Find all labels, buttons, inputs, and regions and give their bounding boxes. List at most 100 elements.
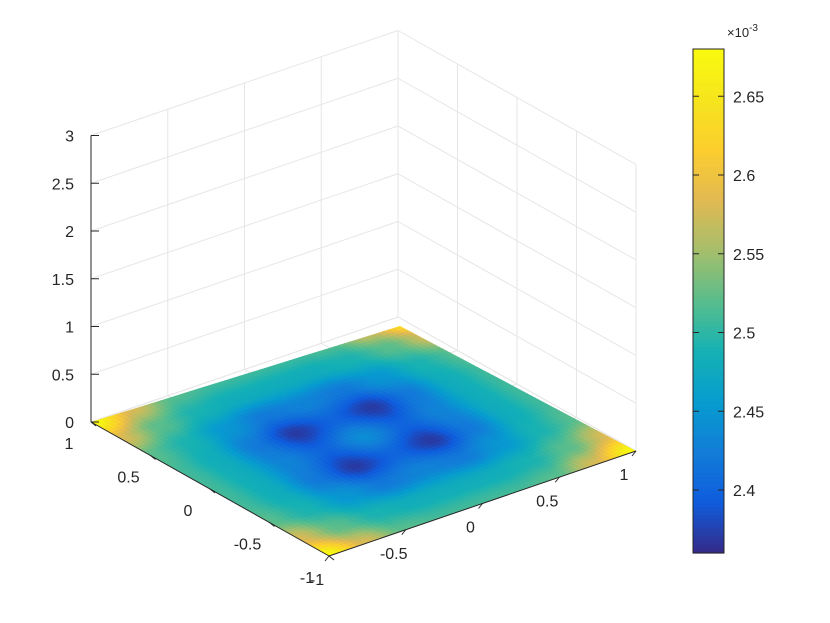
surface-patch xyxy=(353,333,364,338)
colorbar-swatch xyxy=(693,393,724,399)
surface-patch xyxy=(362,330,373,335)
colorbar-swatch xyxy=(693,229,724,235)
z-tick-label: 0.5 xyxy=(52,367,74,384)
z-tick-label: 1 xyxy=(65,320,74,337)
z-tick-label: 1.5 xyxy=(52,272,74,289)
grid-line xyxy=(90,173,399,280)
y-tick-label: 0.5 xyxy=(117,470,139,487)
colorbar-swatch xyxy=(693,359,724,365)
colorbar-swatch xyxy=(693,242,724,247)
colorbar-swatch xyxy=(693,292,724,298)
x-tick-label: -0.5 xyxy=(380,546,408,563)
colorbar-swatch xyxy=(693,91,724,96)
colorbar-swatch xyxy=(693,326,724,331)
colorbar-swatch xyxy=(693,275,724,281)
surface-patch xyxy=(386,326,397,327)
colorbar-tick-label: 2.5 xyxy=(733,326,755,343)
grid-line xyxy=(90,77,399,184)
colorbar-swatch xyxy=(693,494,724,499)
z-tick-label: 3 xyxy=(65,129,74,146)
colorbar-swatch xyxy=(693,82,724,88)
colorbar-swatch xyxy=(693,78,724,84)
colorbar: 2.4 2.45 2.5 2.55 2.6 2.65 ×10-3 xyxy=(692,23,764,554)
grid-line xyxy=(397,268,637,404)
colorbar-swatch xyxy=(693,406,724,411)
colorbar-swatch xyxy=(693,217,724,222)
y-tick-label: 1 xyxy=(65,436,74,453)
colorbar-swatch xyxy=(693,145,724,151)
colorbar-swatch xyxy=(693,523,724,529)
colorbar-swatch xyxy=(693,338,724,344)
surface-patch xyxy=(376,326,387,330)
colorbar-swatch xyxy=(693,112,724,117)
colorbar-swatch xyxy=(693,200,724,205)
colorbar-swatch xyxy=(693,376,724,382)
grid-line xyxy=(90,268,399,375)
surface-patch xyxy=(338,338,349,343)
grid-line xyxy=(397,30,637,165)
surface-patch xyxy=(381,326,392,329)
colorbar-swatch xyxy=(693,301,724,306)
colorbar-swatch xyxy=(693,385,724,390)
y-tick-label: -0.5 xyxy=(234,537,262,554)
colorbar-swatch xyxy=(693,284,724,289)
colorbar-swatch xyxy=(693,511,724,516)
colorbar-swatch xyxy=(693,418,724,424)
surface-patch xyxy=(343,336,354,342)
x-tick-mark xyxy=(324,555,330,562)
colorbar-swatch xyxy=(693,187,724,193)
colorbar-swatch xyxy=(693,183,724,189)
colorbar-swatch xyxy=(693,305,724,310)
colorbar-swatch xyxy=(693,250,724,256)
colorbar-swatch xyxy=(693,254,724,260)
colorbar-swatch xyxy=(693,99,724,105)
y-tick-label: -1 xyxy=(300,570,314,587)
colorbar-swatch xyxy=(693,435,724,441)
grid-line xyxy=(397,125,637,261)
colorbar-swatch xyxy=(693,389,724,394)
grid-line xyxy=(397,77,637,213)
colorbar-swatch xyxy=(693,317,724,323)
colorbar-swatch xyxy=(693,502,724,508)
colorbar-tick-label: 2.65 xyxy=(733,89,764,106)
colorbar-exponent-label: ×10-3 xyxy=(727,23,758,40)
colorbar-swatch xyxy=(693,149,724,155)
surface-patch xyxy=(329,341,340,347)
colorbar-swatch xyxy=(693,460,724,466)
x-tick-label: 0 xyxy=(466,520,475,537)
colorbar-swatch xyxy=(693,280,724,285)
colorbar-swatch xyxy=(693,296,724,302)
colorbar-swatch xyxy=(693,309,724,315)
colorbar-swatch xyxy=(693,397,724,403)
colorbar-tick-label: 2.45 xyxy=(733,404,764,421)
colorbar-swatch xyxy=(693,196,724,201)
surface-patch xyxy=(395,326,406,327)
colorbar-swatch xyxy=(693,544,724,550)
colorbar-swatch xyxy=(693,372,724,378)
colorbar-swatch xyxy=(693,246,724,252)
colorbar-swatch xyxy=(693,137,724,142)
colorbar-swatch xyxy=(693,536,724,541)
colorbar-tick-label: 2.55 xyxy=(733,247,764,264)
colorbar-swatch xyxy=(693,70,724,75)
colorbar-swatch xyxy=(693,61,724,67)
colorbar-swatch xyxy=(693,477,724,483)
colorbar-swatch xyxy=(693,473,724,478)
colorbar-swatch xyxy=(693,221,724,226)
colorbar-swatch xyxy=(693,380,724,386)
grid-line xyxy=(90,316,399,423)
colorbar-swatch xyxy=(693,271,724,277)
colorbar-swatch xyxy=(693,86,724,92)
z-tick-label: 2.5 xyxy=(52,176,74,193)
colorbar-swatch xyxy=(693,120,724,126)
colorbar-swatch xyxy=(693,431,724,436)
colorbar-swatch xyxy=(693,443,724,449)
colorbar-swatch xyxy=(693,162,724,168)
colorbar-swatch xyxy=(693,267,724,273)
colorbar-swatch xyxy=(693,490,724,495)
colorbar-swatch xyxy=(693,368,724,373)
grid-line xyxy=(397,221,637,356)
colorbar-swatch xyxy=(693,166,724,172)
colorbar-swatch xyxy=(693,65,724,71)
